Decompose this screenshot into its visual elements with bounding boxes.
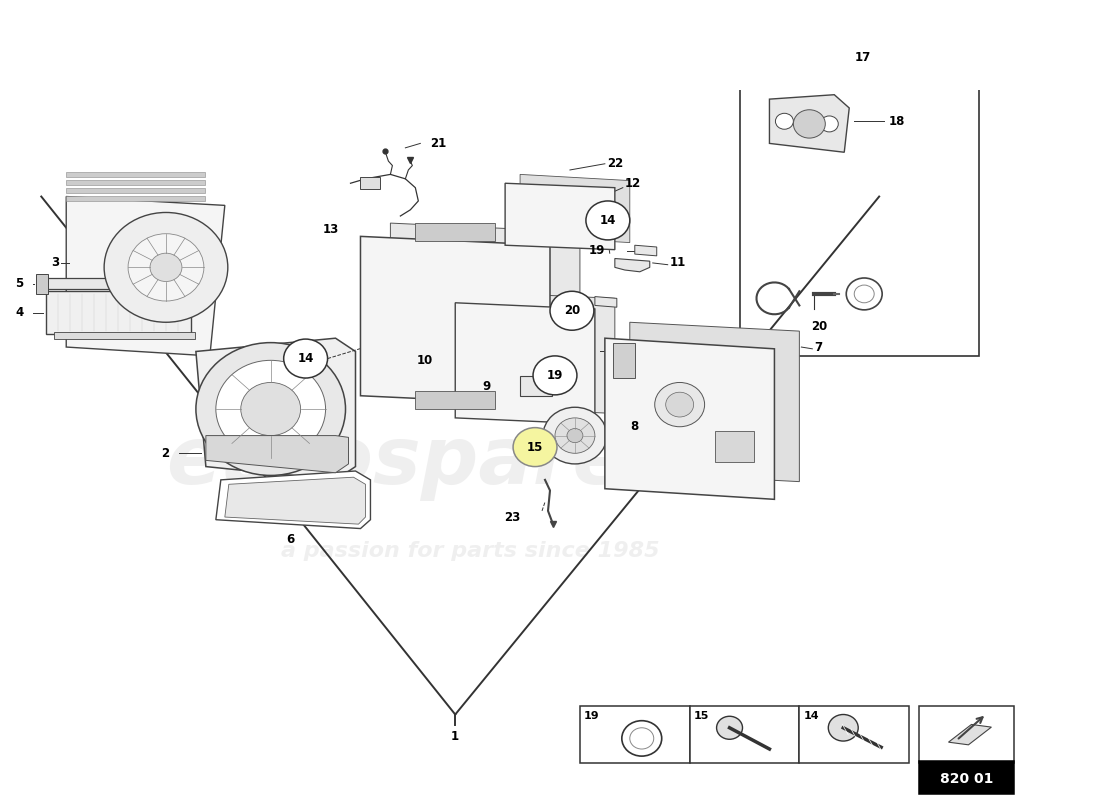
Text: 15: 15 [527, 441, 543, 454]
Polygon shape [605, 338, 774, 499]
Circle shape [128, 234, 204, 301]
Text: 15: 15 [694, 711, 710, 722]
Polygon shape [455, 302, 595, 424]
Text: 19: 19 [588, 244, 605, 257]
Circle shape [846, 278, 882, 310]
Circle shape [196, 342, 345, 475]
Circle shape [793, 110, 825, 138]
Circle shape [621, 721, 662, 756]
Text: 18: 18 [889, 114, 905, 128]
Polygon shape [224, 478, 365, 524]
Bar [66, 188, 206, 193]
Text: 14: 14 [297, 352, 313, 365]
Bar [739, 0, 979, 356]
Polygon shape [769, 94, 849, 152]
Circle shape [284, 339, 328, 378]
Text: 19: 19 [584, 711, 600, 722]
Polygon shape [630, 322, 800, 482]
Polygon shape [520, 174, 630, 242]
Text: 9: 9 [482, 379, 491, 393]
Circle shape [104, 213, 228, 322]
Bar [66, 180, 206, 185]
Circle shape [776, 114, 793, 130]
Polygon shape [206, 435, 349, 473]
Circle shape [828, 714, 858, 741]
Text: 20: 20 [564, 304, 580, 318]
Bar [416, 223, 495, 241]
Polygon shape [615, 258, 650, 272]
Text: 2: 2 [161, 446, 169, 460]
Bar [54, 332, 195, 339]
Polygon shape [390, 223, 580, 391]
Text: eurospares: eurospares [166, 423, 674, 501]
Circle shape [534, 356, 576, 395]
Text: 21: 21 [430, 137, 447, 150]
Text: 13: 13 [322, 222, 339, 236]
Circle shape [543, 407, 607, 464]
Circle shape [630, 728, 653, 749]
Bar [416, 391, 495, 409]
Circle shape [216, 360, 326, 458]
Bar [690, 706, 800, 763]
Circle shape [550, 291, 594, 330]
Bar [715, 431, 755, 462]
Text: 3: 3 [51, 257, 59, 270]
Circle shape [556, 418, 595, 454]
Polygon shape [66, 197, 224, 356]
Circle shape [666, 392, 694, 417]
Text: 11: 11 [670, 257, 686, 270]
Circle shape [821, 116, 838, 132]
Text: 14: 14 [803, 711, 820, 722]
Text: 23: 23 [504, 510, 520, 523]
Circle shape [513, 428, 557, 466]
Circle shape [241, 382, 300, 435]
Polygon shape [475, 292, 615, 414]
Circle shape [586, 201, 630, 240]
Bar [613, 342, 635, 378]
Text: 6: 6 [286, 533, 295, 546]
Bar [66, 196, 206, 201]
Text: 7: 7 [814, 341, 823, 354]
Text: 14: 14 [600, 214, 616, 227]
Bar [361, 177, 381, 190]
Text: 8: 8 [630, 420, 638, 434]
Text: a passion for parts since 1985: a passion for parts since 1985 [280, 541, 660, 561]
Polygon shape [595, 297, 617, 307]
Circle shape [716, 716, 742, 739]
Text: 19: 19 [547, 369, 563, 382]
Polygon shape [635, 246, 657, 256]
Bar [920, 706, 1014, 763]
Bar [36, 274, 48, 294]
Bar [66, 172, 206, 177]
Text: 12: 12 [625, 177, 641, 190]
Text: 20: 20 [811, 320, 827, 333]
Text: 1: 1 [451, 730, 460, 743]
Text: 4: 4 [15, 306, 23, 319]
Circle shape [566, 429, 583, 442]
Text: 22: 22 [607, 158, 623, 170]
Polygon shape [216, 471, 371, 529]
Bar [46, 291, 191, 334]
Polygon shape [505, 183, 615, 250]
Bar [46, 278, 117, 290]
Bar [580, 706, 690, 763]
Bar [920, 761, 1014, 794]
Circle shape [150, 253, 182, 282]
Text: 17: 17 [855, 51, 870, 64]
Text: 16: 16 [859, 0, 876, 2]
Polygon shape [196, 338, 355, 480]
Text: 820 01: 820 01 [939, 772, 993, 786]
Circle shape [855, 285, 875, 302]
Text: 5: 5 [15, 278, 23, 290]
Text: 10: 10 [417, 354, 433, 367]
Polygon shape [361, 236, 550, 405]
Bar [520, 376, 552, 396]
Circle shape [654, 382, 705, 426]
Bar [800, 706, 909, 763]
Circle shape [801, 114, 818, 130]
Polygon shape [948, 725, 991, 745]
Bar [782, 42, 801, 52]
